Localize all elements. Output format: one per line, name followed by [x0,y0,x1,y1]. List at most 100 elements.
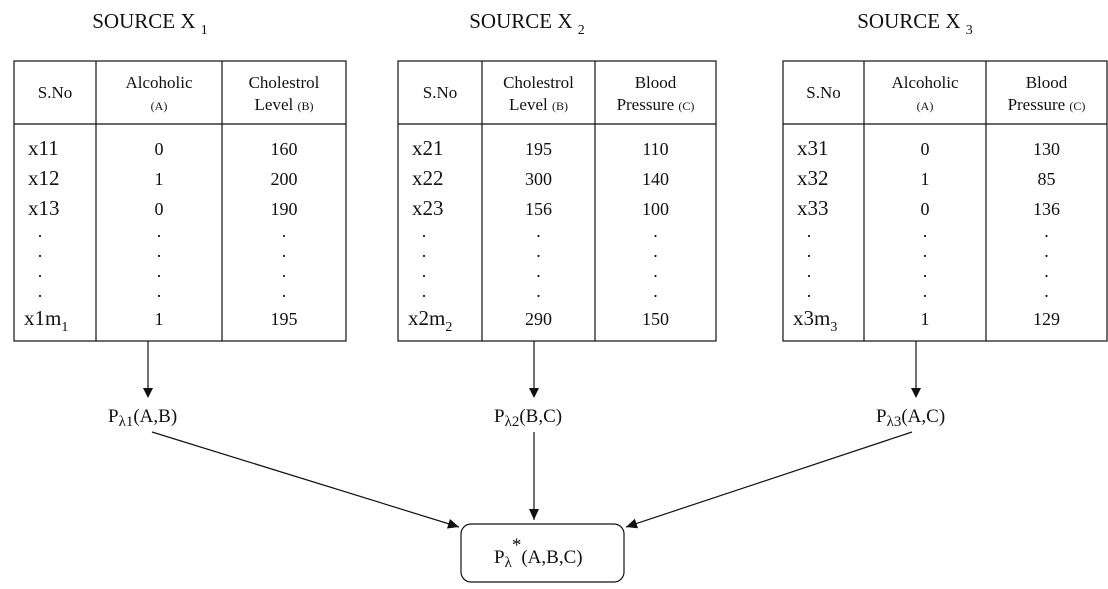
ellipsis-dot: . [282,241,287,261]
header-label-text: Pressure [1008,95,1070,114]
row-id: x13 [28,196,60,220]
combined-model-label: Pλ*(A,B,C) [494,535,583,571]
prob-lambda-subscript: λ3 [887,414,902,430]
ellipsis-dot: . [536,221,541,241]
row-id: x22 [412,166,444,190]
table-row: x11 0 160 [28,136,298,160]
ellipsis-dot: . [282,221,287,241]
ellipsis-dot: . [807,221,812,241]
column-header: S.No [423,83,457,102]
row-value-2: 100 [642,199,669,219]
source-title-subscript: 1 [201,23,208,38]
table-row: x22 300 140 [412,166,669,190]
arrowhead [529,509,539,520]
header-label-line1: Alcoholic [891,73,958,92]
column-header: S.No [806,83,840,102]
row-value-2: 195 [271,309,298,329]
header-variable-tag: (B) [552,99,568,113]
ellipsis-dot: . [157,221,162,241]
ellipsis-dot: . [157,261,162,281]
source-title-subscript: 2 [578,23,585,38]
row-value-1: 300 [525,169,552,189]
row-id-subscript: 1 [61,320,68,335]
arrowhead [529,388,539,398]
row-value-2: 200 [271,169,298,189]
row-id: x32 [797,166,829,190]
source-model-label: Pλ1(A,B) [108,406,177,430]
row-id: x11 [28,136,59,160]
arrowhead [911,388,921,398]
row-value-1: 0 [921,199,930,219]
row-value-2: 110 [642,139,668,159]
column-header: Cholestrol Level (B) [249,73,320,114]
header-label-line2: Level (B) [255,95,314,114]
ellipsis-dot: . [38,281,43,301]
row-id: x23 [412,196,444,220]
prob-args: (A,B,C) [521,547,582,568]
row-value-2: 85 [1038,169,1056,189]
header-label-line1: Cholestrol [249,73,320,92]
ellipsis-dot: . [923,241,928,261]
column-header: Blood Pressure (C) [1008,73,1086,114]
ellipsis-dot: . [282,261,287,281]
ellipsis-dot: . [653,241,658,261]
ellipsis-dot: . [422,221,427,241]
row-id: x1m1 [24,306,68,335]
source-model-label: Pλ3(A,C) [876,406,945,430]
ellipsis-dot: . [807,261,812,281]
header-variable-tag: (A) [917,99,934,113]
source-title: SOURCE X 2 [469,9,585,38]
prob-lambda-subscript: λ1 [119,414,134,430]
table-row: x12 1 200 [28,166,298,190]
row-value-1: 0 [155,139,164,159]
table-row-last: x3m3 1 129 [793,306,1060,335]
row-id-text: x3m [793,306,830,330]
source-title-text: SOURCE X [469,9,578,33]
table-row: x23 156 100 [412,196,669,220]
row-value-2: 136 [1033,199,1060,219]
header-variable-tag: (B) [297,99,313,113]
prob-symbol: P [876,406,887,427]
header-label-line2: Pressure (C) [617,95,695,114]
prob-lambda-subscript: λ2 [505,414,520,430]
prob-symbol: P [494,406,505,427]
row-id: x3m3 [793,306,837,335]
row-value-1: 290 [525,309,552,329]
row-value-2: 140 [642,169,669,189]
column-header: Cholestrol Level (B) [503,73,574,114]
ellipsis-dot: . [38,241,43,261]
column-header: S.No [38,83,72,102]
row-value-2: 130 [1033,139,1060,159]
row-id-text: x1m [24,306,61,330]
ellipsis-dot: . [653,221,658,241]
header-variable-tag: (A) [151,99,168,113]
prob-args: (A,C) [901,406,945,427]
ellipsis-dots: ............ [38,221,287,301]
table-row: x33 0 136 [797,196,1060,220]
source-title-subscript: 3 [966,23,973,38]
prob-symbol: P [494,547,505,568]
header-label-text: Pressure [617,95,679,114]
row-value-1: 1 [155,169,164,189]
ellipsis-dot: . [1044,261,1049,281]
row-id: x2m2 [408,306,452,335]
row-id-subscript: 2 [445,320,452,335]
row-value-1: 1 [921,169,930,189]
combined-model: Pλ*(A,B,C) [151,431,913,583]
ellipsis-dot: . [536,281,541,301]
row-value-1: 156 [525,199,552,219]
row-value-2: 129 [1033,309,1060,329]
row-value-1: 0 [155,199,164,219]
header-label: S.No [423,83,457,102]
row-id: x21 [412,136,444,160]
table-row-last: x1m1 1 195 [24,306,298,335]
ellipsis-dot: . [923,261,928,281]
table-row: x21 195 110 [412,136,669,160]
source-model-label: Pλ2(B,C) [494,406,562,430]
header-label-line1: Alcoholic [125,73,192,92]
ellipsis-dot: . [38,221,43,241]
table-row-last: x2m2 290 150 [408,306,669,335]
arrow-model1-to-combined [151,431,460,528]
